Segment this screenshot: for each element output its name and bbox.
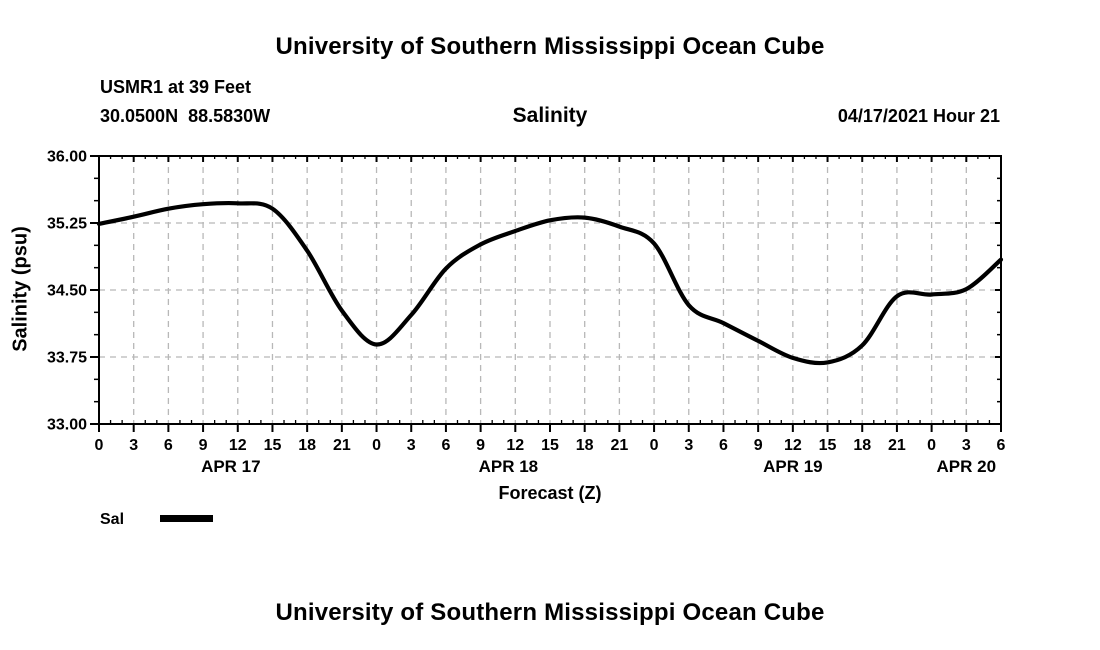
salinity-curve [96,200,1004,366]
x-tick-label: 0 [372,437,381,454]
x-axis-title: Forecast (Z) [498,483,602,503]
plot-title: Salinity [512,104,588,127]
page-title-top: University of Southern Mississippi Ocean… [275,33,825,60]
station-coordinates: 30.0500N 88.5830W [100,106,271,126]
x-tick-label: 15 [264,437,282,454]
x-tick-label: 21 [333,437,351,454]
x-tick-label: 3 [407,437,416,454]
x-tick-label: 9 [199,437,208,454]
x-tick-label: 6 [441,437,450,454]
x-day-label: APR 20 [937,457,997,476]
x-tick-label: 0 [927,437,936,454]
x-tick-label: 3 [684,437,693,454]
legend-label-sal: Sal [100,511,125,528]
x-tick-label: 9 [754,437,763,454]
x-tick-label: 21 [888,437,906,454]
x-day-label: APR 18 [479,457,539,476]
y-tick-label: 33.75 [47,350,87,367]
x-tick-label: 12 [784,437,802,454]
x-tick-label: 18 [298,437,316,454]
legend-line-swatch [160,515,213,522]
x-tick-label: 21 [610,437,628,454]
x-tick-label: 0 [95,437,104,454]
page-title-bottom: University of Southern Mississippi Ocean… [275,599,825,626]
x-tick-label: 18 [853,437,871,454]
x-tick-label: 6 [997,437,1006,454]
x-tick-label: 6 [164,437,173,454]
y-tick-label: 36.00 [47,149,87,166]
x-tick-label: 18 [576,437,594,454]
x-tick-label: 15 [541,437,559,454]
x-tick-label: 6 [719,437,728,454]
x-day-label: APR 17 [201,457,261,476]
run-datetime: 04/17/2021 Hour 21 [837,106,1000,126]
station-id: USMR1 at 39 Feet [100,77,252,97]
x-tick-label: 12 [229,437,247,454]
y-tick-label: 35.25 [47,216,87,233]
y-tick-label: 33.00 [47,417,87,434]
x-day-label: APR 19 [763,457,823,476]
x-tick-label: 3 [962,437,971,454]
y-tick-label: 34.50 [47,283,87,300]
x-tick-label: 15 [819,437,837,454]
x-tick-label: 3 [129,437,138,454]
x-tick-label: 12 [506,437,524,454]
x-tick-label: 0 [650,437,659,454]
x-tick-label: 9 [476,437,485,454]
